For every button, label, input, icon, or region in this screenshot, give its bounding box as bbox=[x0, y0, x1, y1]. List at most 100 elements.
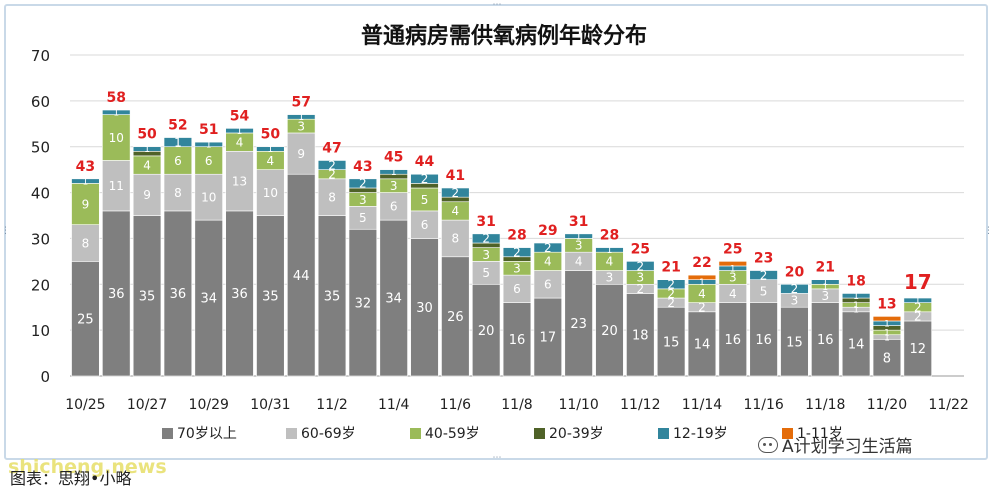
bar-segment bbox=[872, 339, 902, 377]
total-label: 50 bbox=[137, 127, 157, 143]
data-label: 3 bbox=[482, 248, 490, 262]
y-tick-label: 0 bbox=[40, 368, 50, 386]
bar-segment bbox=[749, 302, 778, 377]
x-tick-label: 10/27 bbox=[127, 397, 167, 413]
bar-segment bbox=[841, 293, 871, 299]
bar-segment bbox=[163, 137, 193, 148]
bar-segment bbox=[811, 279, 840, 285]
data-label: 5 bbox=[421, 193, 429, 207]
bar-segment bbox=[287, 132, 316, 175]
data-label: 4 bbox=[267, 154, 275, 168]
data-label: 2 bbox=[667, 287, 675, 301]
legend: 70岁以上 60-69岁 40-59岁 20-39岁 12-19岁 1-11岁 bbox=[162, 426, 843, 442]
total-label: 23 bbox=[754, 251, 773, 267]
data-label: 16 bbox=[725, 333, 742, 348]
y-axis: 0 10 20 30 40 50 60 70 bbox=[31, 47, 50, 386]
data-label: 1 bbox=[853, 306, 859, 316]
data-label: 4 bbox=[698, 287, 706, 301]
data-label: 14 bbox=[848, 338, 865, 353]
data-label: 9 bbox=[143, 188, 151, 202]
bar-segment bbox=[903, 320, 932, 377]
y-tick-label: 60 bbox=[31, 93, 50, 111]
data-label: 3 bbox=[390, 179, 398, 193]
data-label: 1 bbox=[174, 135, 182, 149]
total-label: 31 bbox=[569, 214, 588, 230]
data-label: 36 bbox=[108, 287, 125, 302]
data-label: 36 bbox=[170, 287, 187, 302]
bar-segment bbox=[718, 261, 747, 267]
data-label: 8 bbox=[883, 351, 891, 366]
bar-segment bbox=[410, 210, 439, 239]
data-label: 1 bbox=[822, 278, 828, 288]
total-label: 17 bbox=[904, 270, 932, 294]
bar-segment bbox=[656, 279, 686, 290]
data-label: 1 bbox=[391, 168, 397, 178]
data-label: 2 bbox=[914, 301, 922, 315]
data-label: 1 bbox=[884, 320, 890, 330]
data-label: 6 bbox=[390, 200, 398, 214]
bar-segment bbox=[317, 160, 347, 170]
total-label: 51 bbox=[199, 122, 218, 138]
data-label: 4 bbox=[143, 158, 151, 172]
data-label: 6 bbox=[513, 282, 521, 296]
data-label: 3 bbox=[575, 239, 583, 253]
total-label: 57 bbox=[291, 95, 310, 111]
data-label: 25 bbox=[77, 312, 94, 327]
data-label: 14 bbox=[694, 338, 711, 353]
x-axis: 10/25 10/27 10/29 10/31 11/2 11/4 11/6 11/8 11/1… bbox=[65, 397, 969, 413]
data-label: 12 bbox=[909, 342, 926, 357]
bar-segment bbox=[903, 297, 932, 303]
data-label: 34 bbox=[200, 292, 217, 307]
total-label: 31 bbox=[476, 214, 495, 230]
bar-segment bbox=[687, 274, 717, 281]
data-label: 8 bbox=[82, 236, 90, 250]
x-tick-label: 10/29 bbox=[189, 397, 229, 413]
data-label: 17 bbox=[540, 331, 557, 346]
data-label: 15 bbox=[786, 335, 803, 350]
legend-swatch bbox=[534, 428, 545, 439]
total-label: 28 bbox=[507, 228, 526, 244]
total-label: 43 bbox=[353, 159, 372, 175]
bar-segment bbox=[533, 270, 563, 299]
data-label: 3 bbox=[606, 271, 614, 285]
resize-handle-top[interactable]: ⋯ bbox=[492, 0, 502, 10]
data-label: 2 bbox=[760, 268, 768, 282]
bar-segment bbox=[410, 173, 439, 184]
total-label: 29 bbox=[538, 223, 557, 239]
data-label: 1 bbox=[607, 246, 613, 256]
legend-label: 70岁以上 bbox=[177, 426, 237, 442]
data-label: 5 bbox=[760, 284, 768, 298]
data-label: 35 bbox=[324, 289, 341, 304]
bar-segment bbox=[132, 173, 162, 216]
data-label: 16 bbox=[509, 333, 526, 348]
data-label: 9 bbox=[297, 147, 305, 161]
y-tick-label: 40 bbox=[31, 185, 50, 203]
x-tick-label: 11/2 bbox=[316, 397, 347, 413]
chart-title: 普通病房需供氧病例年龄分布 bbox=[361, 23, 647, 49]
resize-handle-left[interactable]: ⋮ bbox=[1, 226, 10, 236]
data-label: 16 bbox=[817, 333, 834, 348]
data-label: 2 bbox=[544, 241, 552, 255]
data-label: 4 bbox=[452, 204, 460, 218]
x-tick-label: 11/10 bbox=[558, 397, 598, 413]
bars bbox=[71, 109, 932, 377]
figure-caption: 图表：思翔•小略 bbox=[10, 469, 132, 488]
data-label: 1 bbox=[237, 127, 243, 137]
bar-segment bbox=[194, 173, 223, 221]
data-label: 16 bbox=[755, 333, 772, 348]
resize-handle-bottom[interactable]: ⋯ bbox=[492, 453, 502, 463]
legend-label: 60-69岁 bbox=[301, 426, 356, 442]
data-label: 1 bbox=[206, 141, 212, 151]
total-label: 21 bbox=[816, 260, 835, 276]
data-label: 2 bbox=[698, 301, 706, 315]
x-tick-label: 11/12 bbox=[620, 397, 660, 413]
data-label: 1 bbox=[730, 264, 736, 274]
data-label: 23 bbox=[570, 317, 587, 332]
bar-segment bbox=[225, 210, 254, 377]
resize-handle-right[interactable]: ⋮ bbox=[984, 226, 993, 236]
x-tick-label: 10/25 bbox=[65, 397, 105, 413]
bar-segment bbox=[441, 256, 470, 377]
x-tick-label: 11/14 bbox=[682, 397, 722, 413]
y-tick-label: 20 bbox=[31, 276, 50, 294]
